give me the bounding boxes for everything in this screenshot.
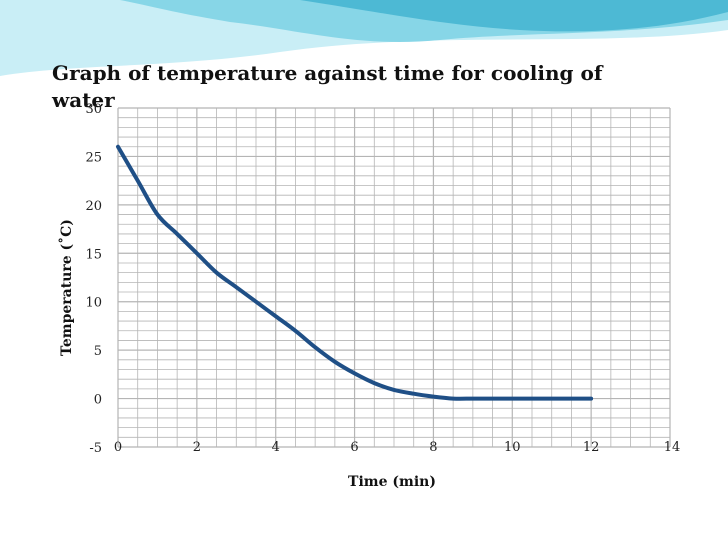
x-tick-label: 10 xyxy=(504,440,521,455)
x-tick-label: 0 xyxy=(114,440,122,455)
page-title: Graph of temperature against time for co… xyxy=(52,61,603,112)
x-tick-label: 14 xyxy=(664,440,681,455)
x-tick-label: 2 xyxy=(193,440,201,455)
y-tick-label: 25 xyxy=(85,150,102,165)
chart-grid xyxy=(117,107,671,448)
y-tick-label: 30 xyxy=(85,102,102,117)
y-axis-ticks: -5 0 5 10 15 20 25 30 xyxy=(85,102,102,456)
x-tick-label: 6 xyxy=(350,440,358,455)
x-axis-label: Time (min) xyxy=(348,474,436,490)
y-tick-label: 20 xyxy=(85,199,102,214)
y-tick-label: -5 xyxy=(89,441,102,456)
x-tick-label: 12 xyxy=(583,440,600,455)
y-tick-label: 0 xyxy=(94,393,102,408)
temperature-curve xyxy=(116,144,594,401)
y-axis-label: Temperature (˚C) xyxy=(58,219,75,356)
y-tick-label: 10 xyxy=(85,296,102,311)
y-tick-label: 15 xyxy=(85,247,102,262)
header-banner xyxy=(0,0,728,76)
x-tick-label: 8 xyxy=(429,440,437,455)
y-tick-label: 5 xyxy=(94,344,102,359)
x-axis-ticks: 0 2 4 6 8 10 12 14 xyxy=(114,440,680,455)
banner-wave-dark xyxy=(300,0,728,32)
x-tick-label: 4 xyxy=(272,440,280,455)
